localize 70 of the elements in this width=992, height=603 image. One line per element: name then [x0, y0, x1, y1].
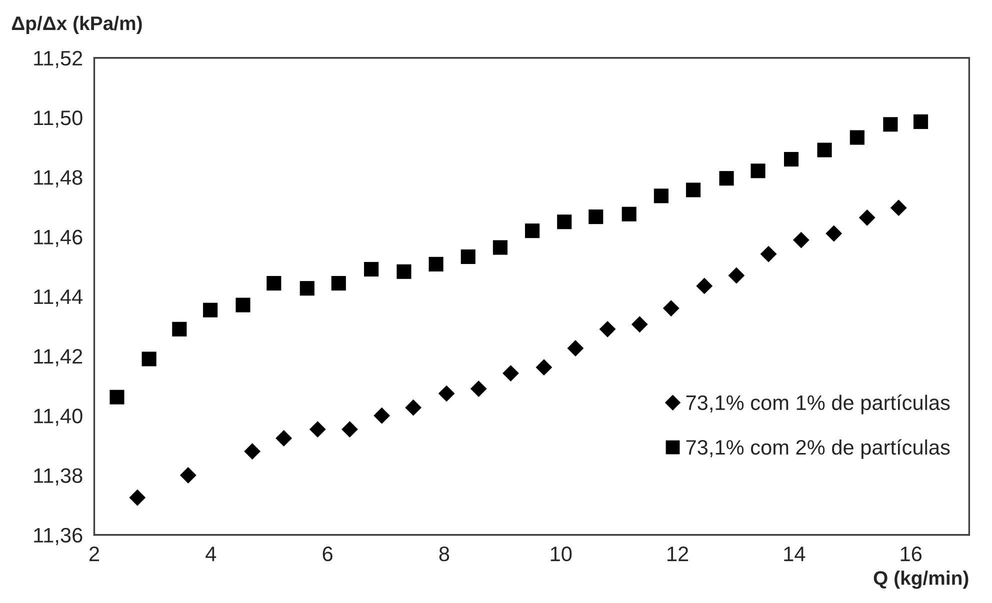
point — [110, 390, 124, 404]
x-tick-label: 16 — [900, 546, 922, 562]
point — [567, 340, 584, 356]
point — [536, 359, 552, 376]
y-tick-label: 11,42 — [34, 348, 82, 366]
point — [236, 298, 250, 312]
point — [172, 322, 187, 336]
point — [300, 281, 314, 296]
point — [599, 320, 616, 338]
point — [883, 117, 898, 132]
point — [203, 302, 218, 318]
y-tick-label: 11,50 — [34, 110, 82, 128]
point — [622, 206, 636, 222]
point — [913, 114, 928, 129]
x-axis-title: Q (kg/min) — [874, 570, 968, 589]
y-tick-label: 11,38 — [34, 468, 82, 486]
x-tick-label: 8 — [439, 546, 450, 562]
point — [654, 188, 668, 204]
x-tick-label: 2 — [89, 546, 99, 562]
point — [405, 399, 422, 416]
point — [374, 407, 390, 424]
point — [396, 264, 412, 279]
x-tick-label: 4 — [206, 546, 216, 562]
x-tick-label: 10 — [550, 546, 572, 562]
point — [792, 232, 810, 248]
point — [858, 209, 876, 226]
point — [438, 385, 455, 402]
legend-label: 73,1% com 1% de partículas — [686, 394, 950, 414]
point — [826, 225, 842, 242]
point — [719, 171, 734, 186]
y-tick-label: 11,52 — [34, 50, 82, 68]
point — [244, 443, 261, 460]
x-tick-label: 12 — [668, 546, 688, 562]
point — [129, 489, 146, 506]
point — [696, 278, 713, 294]
point — [686, 182, 701, 198]
point — [266, 276, 282, 291]
point — [502, 365, 519, 382]
point — [276, 430, 292, 446]
point — [180, 467, 196, 484]
y-tick-label: 11,44 — [34, 290, 83, 307]
point — [784, 152, 799, 167]
point — [588, 209, 604, 224]
point — [460, 249, 476, 264]
point — [142, 352, 156, 366]
point — [728, 267, 745, 284]
x-tick-label: 6 — [322, 546, 332, 562]
point — [750, 164, 766, 178]
point — [492, 240, 508, 255]
point — [557, 214, 572, 230]
y-tick-label: 11,48 — [34, 170, 82, 188]
y-tick-label: 11,40 — [34, 408, 82, 426]
y-tick-label: 11,36 — [34, 528, 82, 546]
point — [331, 276, 346, 291]
point — [662, 300, 680, 317]
point — [364, 262, 379, 277]
point — [470, 380, 487, 398]
y-axis-title: Δp/Δx (kPa/m) — [12, 16, 142, 34]
point — [760, 246, 777, 262]
point — [631, 316, 648, 333]
point — [342, 421, 358, 438]
point — [817, 142, 832, 158]
legend-label: 73,1% com 2% de partículas — [686, 439, 950, 459]
point — [428, 256, 444, 272]
point — [890, 200, 907, 216]
point — [525, 224, 540, 238]
y-tick-label: 11,46 — [34, 230, 82, 247]
point — [850, 130, 864, 145]
point — [309, 421, 326, 438]
x-tick-label: 14 — [784, 546, 806, 562]
